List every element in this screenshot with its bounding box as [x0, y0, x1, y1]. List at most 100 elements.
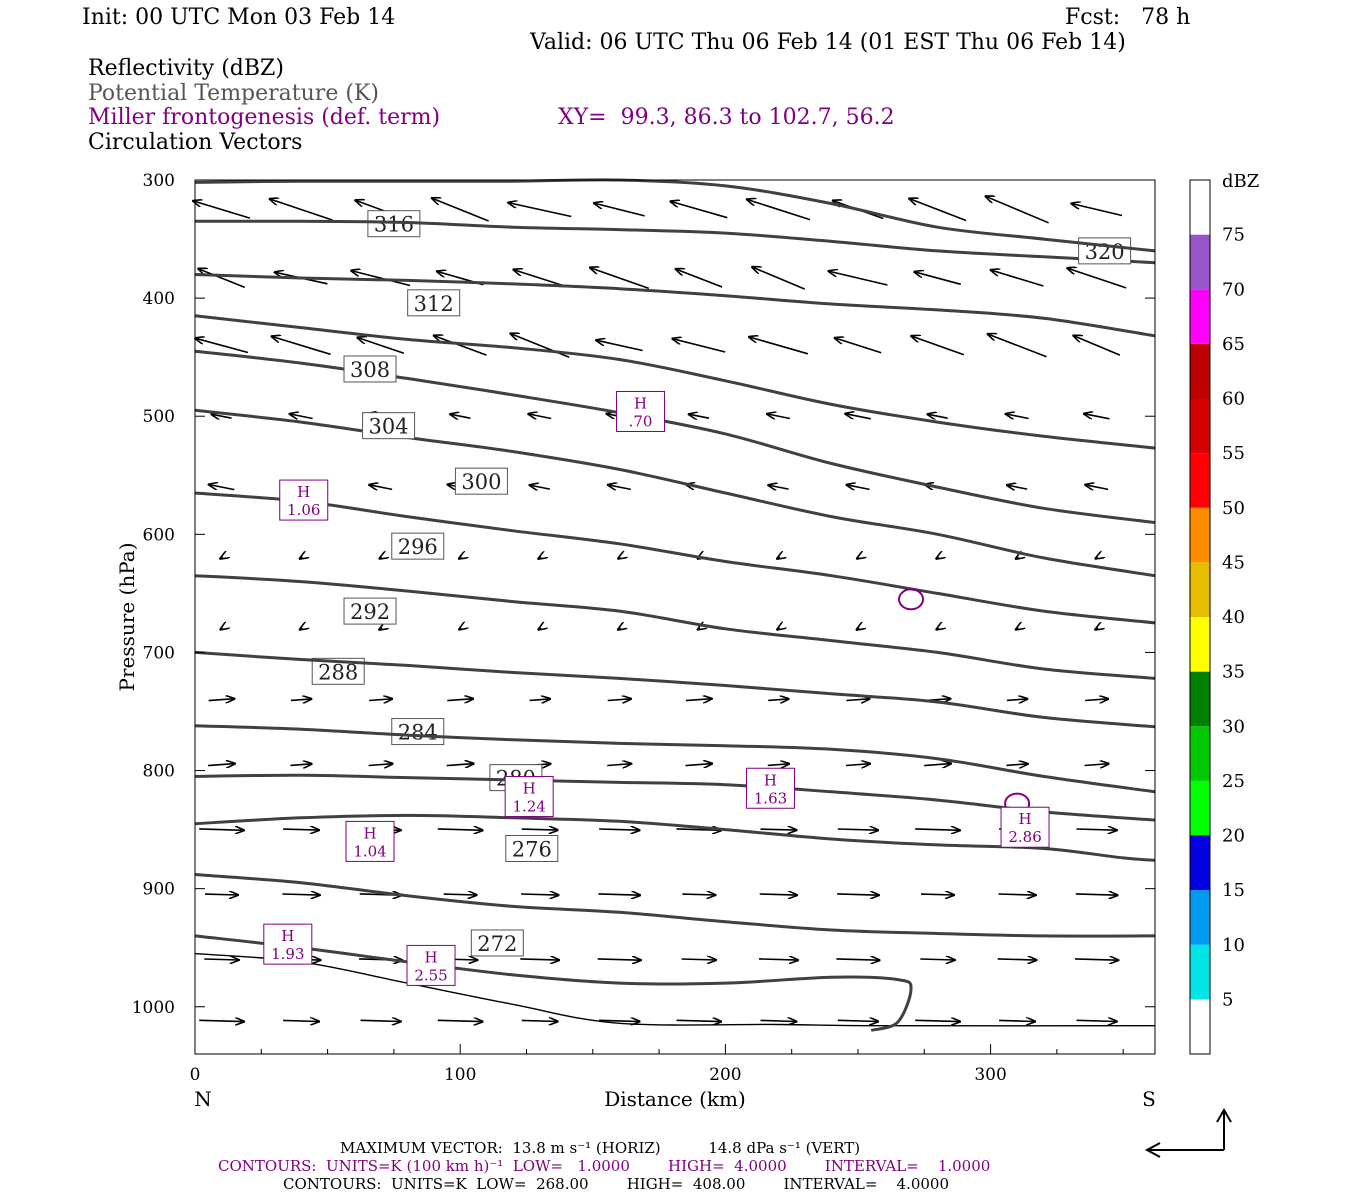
frontogenesis-max-value: 2.86 [1008, 828, 1041, 846]
colorbar-tick-label: 50 [1222, 498, 1245, 519]
vector-arrow [1075, 894, 1118, 895]
vector-arrow [1076, 829, 1117, 830]
vector-arrow [521, 1020, 558, 1021]
vector-arrow [1006, 414, 1029, 419]
colorbar-tick-label: 5 [1222, 989, 1233, 1010]
vector-arrow [1084, 414, 1110, 420]
theta-contour-note: CONTOURS: UNITS=K LOW= 268.00 HIGH= 408.… [283, 1175, 949, 1193]
colorbar-swatch [1190, 398, 1210, 454]
colorbar-swatch [1190, 289, 1210, 344]
vector-arrow [1016, 628, 1019, 630]
theta-contour [194, 813, 1156, 862]
theta-label-box [391, 532, 445, 560]
vector-arrow [997, 959, 1037, 960]
circulation-vectors [193, 196, 1156, 1027]
x-tick-label: 0 [190, 1065, 201, 1085]
vector-arrow [1006, 764, 1027, 766]
colorbar-tick-label: 25 [1222, 771, 1245, 792]
y-tick-label: 1000 [132, 998, 175, 1018]
colorbar-swatch [1190, 890, 1210, 945]
colorbar-swatch [1190, 617, 1210, 672]
frontogenesis-max-box [745, 767, 795, 809]
frontogenesis-max-box [616, 390, 666, 432]
vector-arrow [845, 414, 871, 420]
theta-label-box [391, 718, 445, 746]
theta-contour-label: 316 [374, 213, 414, 237]
xy-endpoints: XY= 99.3, 86.3 to 102.7, 56.2 [558, 105, 895, 130]
vector-arrow [208, 764, 235, 766]
vector-arrow [290, 414, 313, 419]
vector-arrow [283, 829, 319, 830]
x-tick-label: 300 [974, 1065, 1006, 1085]
vector-arrow [986, 196, 1049, 224]
vector-arrow [618, 557, 620, 558]
vector-arrow [777, 557, 780, 559]
frontogenesis-max-marker: H [764, 771, 777, 789]
vector-arrow [528, 414, 552, 419]
colorbar-swatch [1190, 835, 1210, 891]
theta-contour [194, 408, 1156, 578]
vector-arrow [846, 699, 869, 701]
theta-contours: 272276280284288292296300304308312316320 [194, 178, 1156, 1032]
vector-arrow [1074, 959, 1118, 960]
valid-time: Valid: 06 UTC Thu 06 Feb 14 (01 EST Thu … [530, 30, 1126, 55]
vector-arrow [597, 959, 641, 960]
vector-arrow [760, 829, 797, 830]
vector-arrow [437, 829, 483, 830]
theta-contour-label: 288 [318, 660, 358, 684]
vector-arrow [290, 699, 311, 701]
vector-arrow [681, 959, 717, 960]
theta-contour [194, 934, 913, 1032]
theta-contour [194, 650, 1156, 729]
vector-arrow [1095, 628, 1098, 630]
theta-contour-label: 304 [369, 415, 409, 439]
vector-arrow [195, 338, 249, 354]
vector-arrow [379, 628, 382, 630]
theta-label-box [343, 597, 397, 625]
vector-arrow [698, 628, 700, 629]
theta-label-box [362, 412, 416, 440]
vector-arrow [1007, 485, 1028, 489]
vector-arrow [767, 414, 791, 419]
vector-arrow [539, 628, 542, 630]
vector-arrow [936, 628, 938, 629]
terrain-line [194, 952, 1156, 1027]
vector-arrow [920, 894, 954, 895]
vector-arrow [369, 485, 393, 490]
vector-arrow [270, 199, 333, 221]
theta-contour-label: 284 [398, 721, 438, 745]
colorbar-unit: dBZ [1222, 171, 1259, 192]
vector-arrow [607, 764, 631, 766]
vector-arrow [198, 269, 246, 289]
frontogenesis-max-marker: H [281, 927, 294, 945]
theta-label-box [407, 289, 461, 317]
vector-arrow [909, 199, 967, 222]
vector-arrow [752, 267, 806, 290]
theta-label-box [470, 929, 524, 957]
colorbar-tick-label: 20 [1222, 826, 1245, 847]
frontogenesis-max-value: 2.55 [414, 966, 447, 984]
y-axis-title: Pressure (hPa) [115, 543, 139, 692]
vector-arrow [759, 894, 797, 895]
theta-contour-label: 292 [350, 600, 390, 624]
vector-arrow [991, 270, 1044, 287]
vector-arrow [300, 557, 303, 559]
frontogenesis-max-box [504, 776, 554, 818]
theta-contour [194, 491, 1156, 625]
vector-arrow [1067, 268, 1127, 289]
frontogenesis-max-value: .70 [629, 412, 653, 430]
colorbar-tick-label: 75 [1222, 225, 1245, 246]
vector-arrow [618, 628, 621, 630]
theta-contour-label: 300 [461, 470, 501, 494]
vector-arrow [845, 764, 870, 766]
frontogenesis-max-value: 1.06 [287, 501, 320, 519]
vector-arrow [208, 699, 235, 701]
vector-arrow [685, 699, 712, 701]
theta-label-box [343, 355, 397, 383]
vector-arrow [380, 557, 382, 558]
theta-label-box [505, 834, 559, 862]
vector-arrow [596, 340, 643, 352]
vector-arrow [1006, 699, 1027, 701]
vector-arrow [513, 270, 567, 288]
vector-arrow [437, 1020, 483, 1021]
